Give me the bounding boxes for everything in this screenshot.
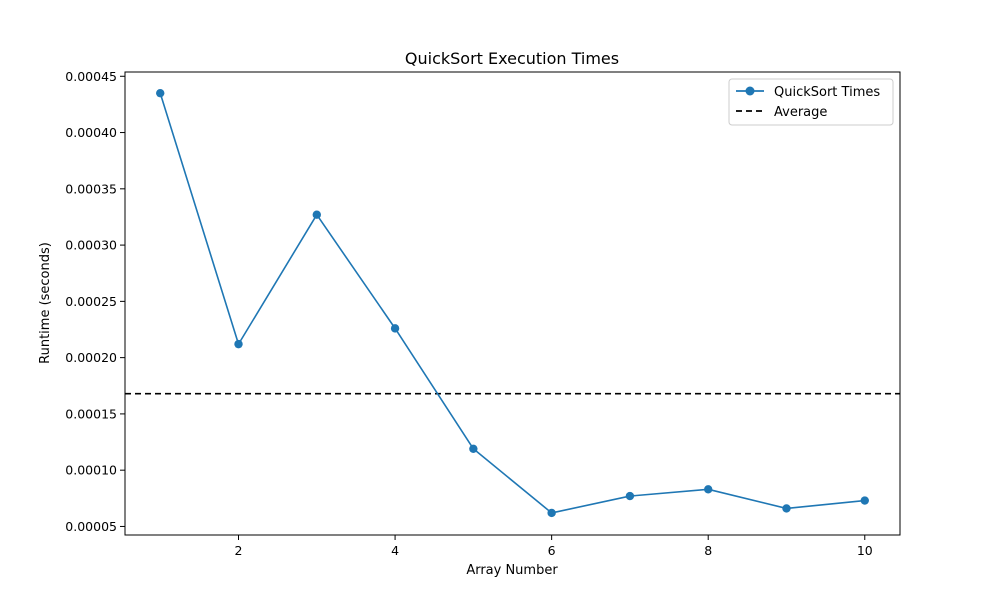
quicksort-times-point [312,210,321,219]
y-tick-label: 0.00015 [65,406,117,421]
quicksort-times-point [156,88,165,98]
quicksort-times-line [159,92,865,514]
quicksort-times-point [234,339,243,349]
quicksort-times-point [547,508,556,518]
quicksort-times-point [860,496,869,505]
plot-area-frame [124,71,901,536]
legend: QuickSort Times Average [728,78,894,126]
quicksort-times-point [782,504,791,513]
x-axis-label: Array Number [466,563,558,578]
quicksort-times-point [625,491,635,501]
y-tick-label: 0.00040 [65,125,117,140]
y-tick-label: 0.00010 [65,463,117,478]
series-lines [159,92,865,514]
legend-box [728,78,894,126]
legend-quicksort-label: QuickSort Times [774,85,880,100]
x-tick-label: 2 [235,543,243,558]
quicksort-times-point [469,444,478,453]
chart-title: QuickSort Execution Times [405,49,619,68]
y-tick-label: 0.00045 [65,69,117,84]
quicksort-times-point [704,485,713,494]
x-tick-label: 8 [704,543,712,558]
series-points [156,88,869,518]
y-axis-ticks: 0.00005 0.00010 0.00015 0.00020 0.00025 0.000… [65,69,125,534]
x-tick-label: 4 [391,543,399,558]
legend-quicksort-marker-sample [745,86,755,96]
y-tick-label: 0.00020 [65,350,117,365]
x-tick-label: 10 [857,543,873,558]
x-tick-label: 6 [548,543,556,558]
x-axis-ticks: 2 4 6 8 10 [235,535,873,558]
legend-average-label: Average [774,105,827,120]
y-axis-label: Runtime (seconds) [38,242,53,364]
y-tick-label: 0.00025 [65,294,117,309]
y-tick-label: 0.00030 [65,238,117,253]
y-tick-label: 0.00005 [65,519,117,534]
quicksort-times-point [390,324,400,333]
y-tick-label: 0.00035 [65,181,117,196]
